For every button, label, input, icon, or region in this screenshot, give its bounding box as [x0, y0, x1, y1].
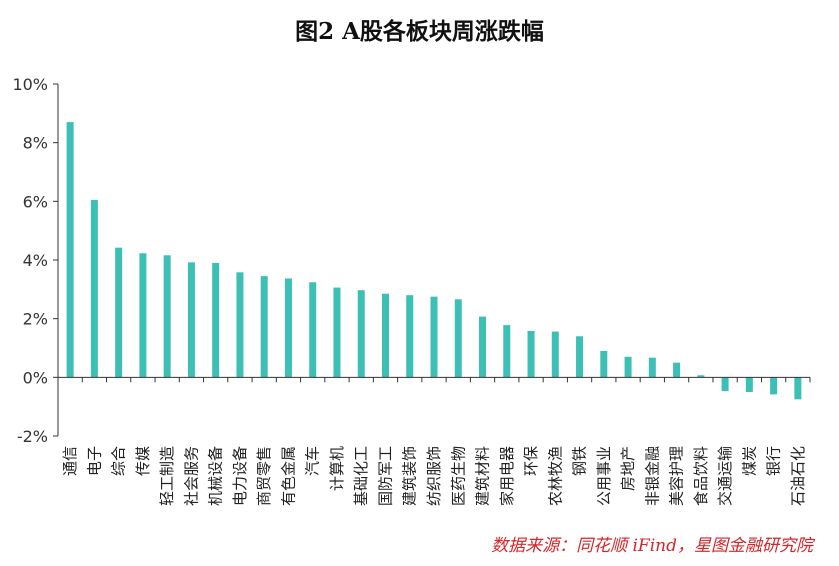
bar	[66, 122, 74, 378]
x-tick-label: 纺织服饰	[425, 446, 443, 506]
x-tick-label: 环保	[522, 446, 540, 476]
x-tick-label: 传媒	[134, 446, 152, 476]
x-tick-label: 食品饮料	[692, 446, 710, 506]
bar	[139, 253, 147, 378]
x-tick-label: 石油石化	[789, 446, 807, 506]
x-tick-label: 银行	[765, 446, 783, 476]
bar	[406, 295, 414, 378]
x-tick-label: 机械设备	[207, 446, 225, 506]
bar	[794, 377, 802, 400]
bar	[648, 357, 656, 378]
x-tick-label: 汽车	[304, 446, 322, 476]
bar	[479, 316, 487, 378]
bars-group	[66, 122, 802, 400]
bar	[721, 377, 729, 392]
bar	[236, 272, 244, 378]
x-tick-label: 农林牧渔	[546, 446, 564, 506]
x-tick-label: 交通运输	[716, 446, 734, 506]
bar	[90, 199, 98, 378]
y-axis: -2% 0% 2% 4% 6% 8% 10%	[12, 75, 59, 446]
x-tick-label: 基础化工	[352, 446, 370, 506]
bar	[212, 262, 220, 378]
x-tick-label: 通信	[61, 446, 79, 476]
x-axis	[57, 376, 811, 383]
x-tick-label: 美容护理	[668, 446, 686, 506]
bar	[115, 247, 123, 378]
bar	[284, 278, 292, 378]
bar	[381, 293, 389, 378]
y-tick-label: -2%	[17, 427, 48, 446]
x-tick-label: 计算机	[328, 446, 346, 491]
bar	[624, 356, 632, 378]
y-tick-label: 4%	[23, 251, 48, 270]
x-tick-labels: 通信 电子 综合 传媒 轻工制造 社会服务 机械设备 电力设备 商贸零售 有色金属 汽车 计算机 基础化…	[61, 446, 807, 506]
bar	[260, 276, 268, 378]
x-tick-label: 钢铁	[571, 446, 589, 476]
bar	[357, 290, 365, 378]
y-tick-label: 0%	[23, 368, 48, 387]
x-tick-label: 煤炭	[740, 446, 758, 476]
bar	[309, 282, 317, 378]
x-tick-label: 国防军工	[376, 446, 394, 506]
x-tick-label: 家用电器	[498, 446, 516, 506]
bar	[503, 325, 511, 378]
bar	[745, 377, 753, 392]
x-tick-label: 电子	[85, 446, 103, 476]
x-tick-label: 公用事业	[595, 446, 613, 506]
chart-title: 图2 A股各板块周涨跌幅	[295, 18, 544, 45]
bar	[454, 299, 462, 378]
bar	[187, 262, 195, 378]
bar	[527, 330, 535, 378]
x-tick-label: 商贸零售	[255, 446, 273, 506]
x-tick-label: 综合	[110, 446, 128, 476]
x-tick-label: 有色金属	[279, 446, 297, 506]
y-tick-label: 10%	[12, 75, 48, 94]
y-tick-label: 2%	[23, 310, 48, 329]
x-tick-label: 轻工制造	[158, 446, 176, 506]
x-tick-label: 医药生物	[449, 446, 467, 506]
bar	[430, 296, 438, 378]
x-tick-label: 建筑材料	[474, 446, 492, 506]
bar	[673, 362, 681, 378]
bar	[770, 377, 778, 395]
bar	[600, 350, 608, 378]
x-tick-label: 非银金融	[643, 446, 661, 506]
x-tick-label: 电力设备	[231, 446, 249, 506]
x-tick-label: 建筑装饰	[401, 446, 419, 506]
bar	[697, 375, 705, 378]
bar	[163, 255, 171, 378]
x-tick-label: 房地产	[619, 446, 637, 491]
x-tick-label: 社会服务	[182, 446, 200, 506]
bar	[551, 331, 559, 378]
y-tick-label: 6%	[23, 192, 48, 211]
y-tick-label: 8%	[23, 134, 48, 153]
data-source-note: 数据来源：同花顺 iFind，星图金融研究院	[491, 536, 813, 556]
bar	[333, 287, 341, 378]
bar	[576, 336, 584, 378]
